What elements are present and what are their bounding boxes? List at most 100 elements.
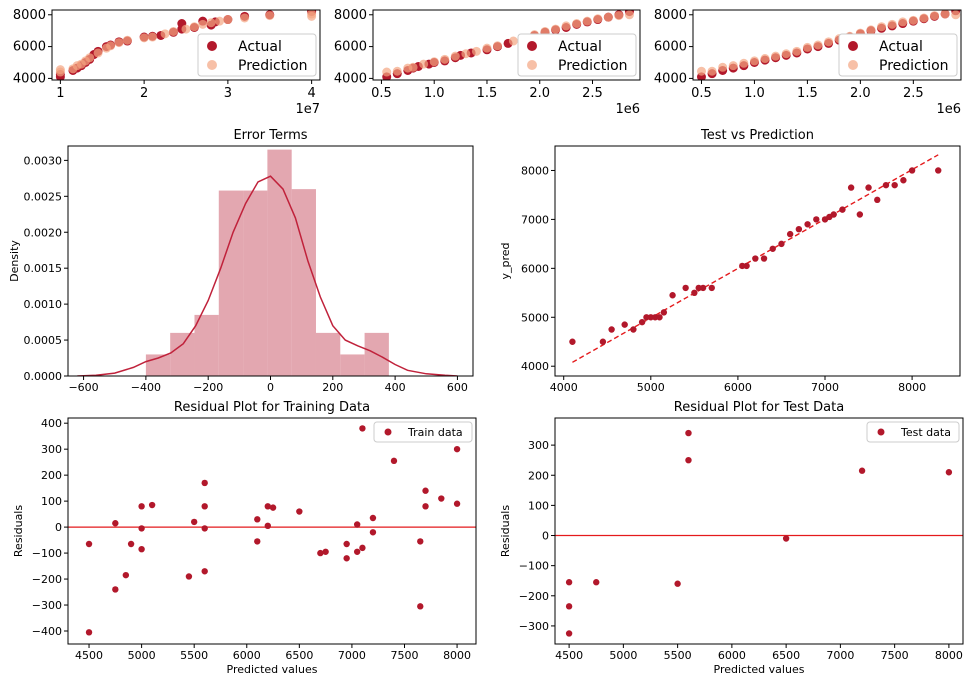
prediction-point: [408, 62, 418, 72]
data-point: [185, 573, 193, 580]
y-tick-label: 0.0000: [24, 370, 63, 383]
legend-marker-actual: [527, 41, 537, 51]
x-tick-label: 5500: [664, 649, 692, 662]
legend-box: [517, 33, 637, 77]
data-point: [190, 518, 198, 526]
data-point: [122, 571, 130, 579]
axes-frame: [554, 417, 964, 645]
prediction-point: [114, 38, 124, 48]
chart-top-right: 0.5 1.0 1.5 2.0 2.5 4000 6000 8000 1e6 Actual Pred…: [654, 8, 962, 117]
axes-frame: [692, 9, 962, 81]
legend-label-actual: Actual: [558, 39, 602, 55]
prediction-point: [440, 54, 450, 64]
data-point: [269, 504, 277, 511]
plot-area: [77, 149, 458, 376]
legend-box: [197, 33, 317, 77]
y-tick-label: 6000: [521, 262, 549, 275]
prediction-point: [106, 41, 116, 51]
data-point: [786, 230, 794, 238]
prediction-point: [382, 67, 392, 77]
data-point: [769, 245, 776, 252]
x-tick-label: 0: [267, 381, 274, 394]
y-tick-label: 200: [528, 469, 549, 482]
x-tick-label: 1.0: [744, 86, 765, 101]
hist-bar: [194, 314, 219, 376]
data-point: [359, 544, 366, 552]
x-tick-label: 4: [307, 86, 315, 101]
x-tick-label: 7000: [338, 649, 366, 662]
x-tick-label: 2.0: [850, 86, 871, 101]
data-point: [660, 309, 668, 316]
data-point: [804, 221, 811, 228]
y-tick-label: 400: [41, 417, 62, 430]
data-point: [201, 503, 208, 510]
x-tick-label: 8000: [935, 649, 963, 662]
data-point: [254, 538, 261, 545]
axes-frame: [372, 9, 641, 81]
legend-marker-prediction: [207, 60, 217, 70]
prediction-point: [877, 22, 887, 32]
y-tick-label: 0.0015: [24, 262, 63, 275]
prediction-point: [824, 37, 834, 47]
y-tick-label: 6000: [654, 40, 687, 55]
data-point: [630, 326, 637, 333]
data-point: [565, 630, 573, 637]
prediction-point: [471, 46, 481, 56]
axes-frame: [554, 145, 961, 377]
x-tick-label: 1.5: [797, 86, 818, 101]
prediction-point: [781, 49, 791, 59]
legend-marker-prediction: [527, 60, 537, 70]
x-tick-label: 8000: [443, 649, 471, 662]
data-point: [369, 529, 377, 536]
x-tick-label: 6000: [724, 381, 752, 394]
data-point: [858, 467, 866, 474]
y-tick-label: 0.0010: [24, 298, 63, 311]
data-point: [201, 479, 208, 487]
hist-bar: [243, 190, 268, 376]
y-axis-label: Residuals: [499, 505, 512, 557]
y-tick-label: 100: [41, 495, 62, 508]
x-tick-label: −200: [193, 381, 223, 394]
x-tick-label: 7500: [881, 649, 909, 662]
prediction-point: [603, 12, 613, 22]
prediction-point: [898, 17, 908, 27]
data-point: [353, 521, 361, 528]
y-tick-label: 4000: [654, 71, 687, 86]
data-point: [839, 206, 846, 213]
data-point: [322, 548, 329, 555]
chart-title: Residual Plot for Training Data: [174, 400, 370, 415]
chart-error-terms: −600 −400 −200 0 200 400 600 0.0000 0.0005 0.0010…: [8, 128, 474, 394]
prediction-point: [930, 11, 940, 21]
x-tick-label: −600: [68, 381, 98, 394]
prediction-point: [624, 10, 634, 20]
x-offset-label: 1e7: [295, 102, 320, 117]
y-tick-label: 100: [528, 499, 549, 512]
data-point: [138, 545, 145, 553]
y-tick-label: 7000: [521, 213, 549, 226]
data-point: [743, 262, 750, 270]
data-point: [453, 500, 461, 507]
data-point: [112, 586, 119, 593]
prediction-point: [168, 26, 178, 36]
data-point: [112, 520, 119, 527]
y-axis-label: Residuals: [12, 505, 25, 557]
data-point: [856, 211, 864, 218]
prediction-point: [215, 16, 224, 26]
legend-label-actual: Actual: [238, 39, 282, 55]
data-point: [621, 321, 628, 328]
data-point: [900, 177, 907, 184]
x-tick-label: 7500: [390, 649, 418, 662]
axes-frame: [67, 417, 477, 645]
y-tick-label: 300: [41, 443, 62, 456]
x-tick-label: 6000: [718, 649, 746, 662]
x-axis-label: Predicted values: [714, 663, 805, 676]
prediction-point: [198, 19, 208, 29]
plot-area: [68, 425, 476, 636]
hist-bar: [315, 332, 341, 376]
prediction-point: [122, 35, 132, 45]
data-point: [708, 284, 715, 292]
data-point: [813, 216, 820, 223]
prediction-point: [392, 66, 402, 76]
prediction-point: [419, 59, 429, 69]
y-tick-label: −200: [32, 573, 62, 586]
